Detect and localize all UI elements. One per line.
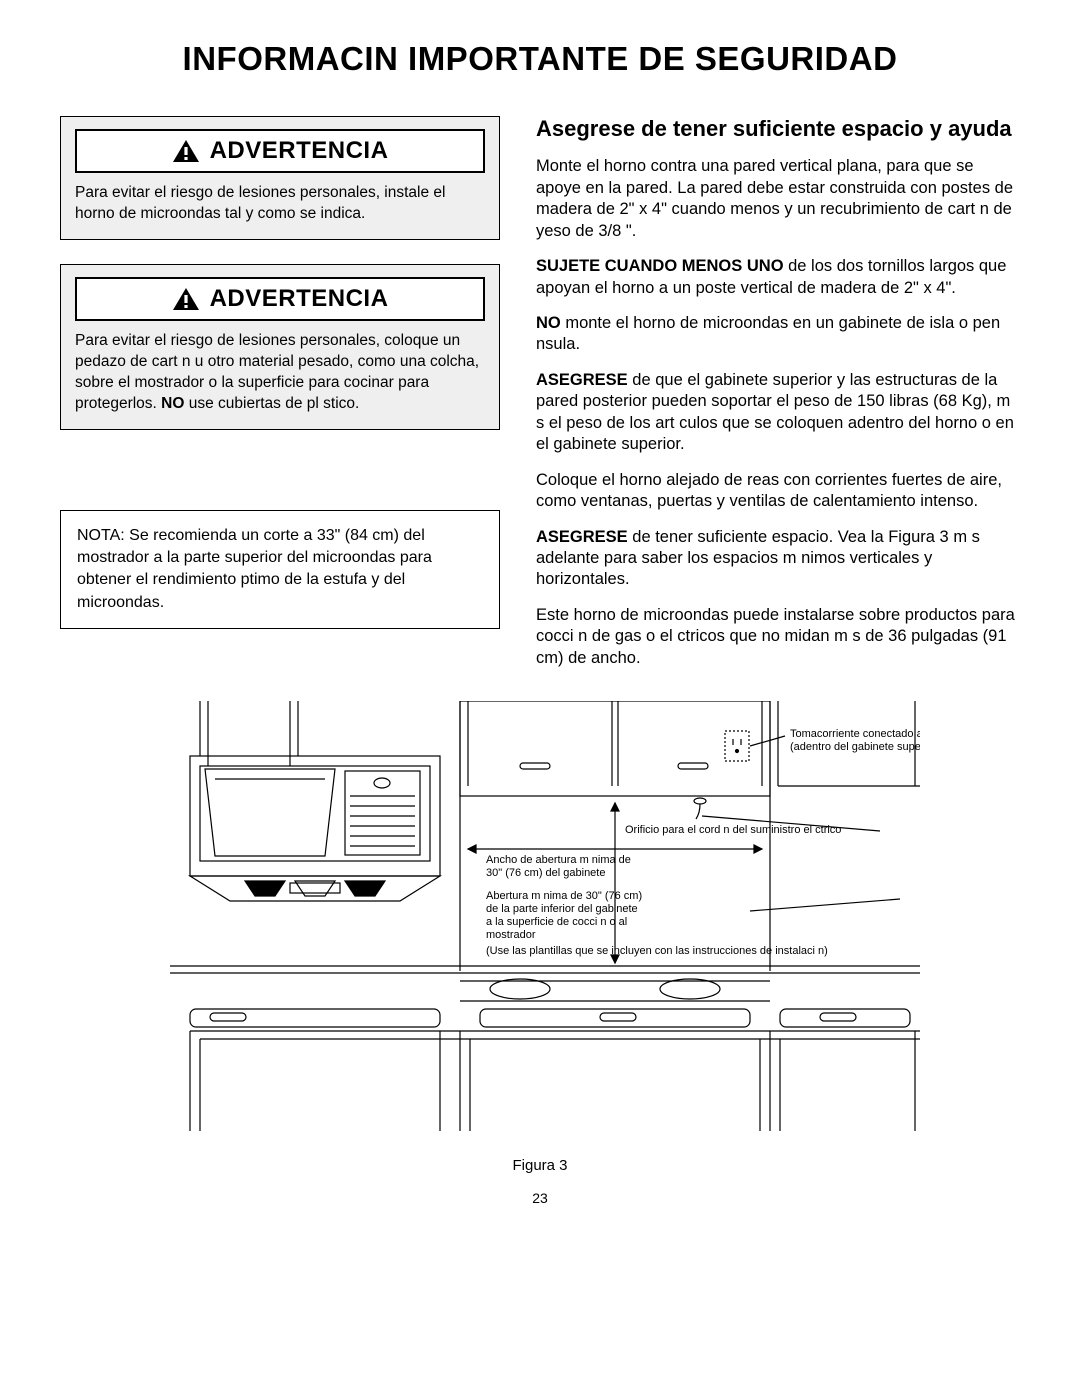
right-column: Asegrese de tener suficiente espacio y a… xyxy=(536,116,1020,683)
warning-text-pre: Para evitar el riesgo de lesiones person… xyxy=(75,184,446,222)
paragraph: NO monte el horno de microondas en un ga… xyxy=(536,313,1020,356)
para-bold: SUJETE CUANDO MENOS UNO xyxy=(536,257,784,275)
paragraph: SUJETE CUANDO MENOS UNO de los dos torni… xyxy=(536,256,1020,299)
installation-diagram: Tomacorriente conectado a tierra (adentr… xyxy=(160,701,920,1151)
fig-label-templates: (Use las plantillas que se incluyen con … xyxy=(486,945,828,957)
fig-label-outlet-2: (adentro del gabinete superior) xyxy=(790,741,920,753)
fig-label-open-4: mostrador xyxy=(486,929,536,941)
warning-title: ADVERTENCIA xyxy=(210,137,389,165)
para-bold: NO xyxy=(536,314,561,332)
warning-triangle-icon xyxy=(172,287,200,311)
warning-box-1: ADVERTENCIA Para evitar el riesgo de les… xyxy=(60,116,500,240)
warning-text: Para evitar el riesgo de lesiones person… xyxy=(75,183,485,225)
section-heading: Asegrese de tener suficiente espacio y a… xyxy=(536,116,1020,142)
figure-caption: Figura 3 xyxy=(512,1157,567,1174)
paragraph: ASEGRESE de tener suficiente espacio. Ve… xyxy=(536,527,1020,591)
left-column: ADVERTENCIA Para evitar el riesgo de les… xyxy=(60,116,500,683)
paragraph: Este horno de microondas puede instalars… xyxy=(536,605,1020,669)
warning-text-bold: NO xyxy=(161,395,184,412)
fig-label-open-1: Abertura m nima de 30" (76 cm) xyxy=(486,890,642,902)
paragraph: Coloque el horno alejado de reas con cor… xyxy=(536,470,1020,513)
fig-label-outlet-1: Tomacorriente conectado a tierra xyxy=(790,728,920,740)
fig-label-cord: Orificio para el cord n del suministro e… xyxy=(625,824,841,836)
figure-3: Tomacorriente conectado a tierra (adentr… xyxy=(60,701,1020,1174)
warning-text-post: use cubiertas de pl stico. xyxy=(184,395,359,412)
warning-header: ADVERTENCIA xyxy=(75,277,485,321)
fig-label-width-2: 30" (76 cm) del gabinete xyxy=(486,867,605,879)
paragraph: Monte el horno contra una pared vertical… xyxy=(536,156,1020,242)
paragraph: ASEGRESE de que el gabinete superior y l… xyxy=(536,370,1020,456)
content-columns: ADVERTENCIA Para evitar el riesgo de les… xyxy=(60,116,1020,683)
para-rest: monte el horno de microondas en un gabin… xyxy=(536,314,1000,353)
fig-label-width-1: Ancho de abertura m nima de xyxy=(486,854,631,866)
warning-triangle-icon xyxy=(172,139,200,163)
page-number: 23 xyxy=(60,1190,1020,1206)
fig-label-open-3: a la superficie de cocci n o al xyxy=(486,916,627,928)
para-bold: ASEGRESE xyxy=(536,371,628,389)
warning-box-2: ADVERTENCIA Para evitar el riesgo de les… xyxy=(60,264,500,430)
para-bold: ASEGRESE xyxy=(536,528,628,546)
warning-title: ADVERTENCIA xyxy=(210,285,389,313)
warning-text: Para evitar el riesgo de lesiones person… xyxy=(75,331,485,415)
warning-header: ADVERTENCIA xyxy=(75,129,485,173)
page-title: INFORMACIN IMPORTANTE DE SEGURIDAD xyxy=(60,40,1020,78)
note-box: NOTA: Se recomienda un corte a 33" (84 c… xyxy=(60,510,500,630)
fig-label-open-2: de la parte inferior del gabinete xyxy=(486,903,638,915)
